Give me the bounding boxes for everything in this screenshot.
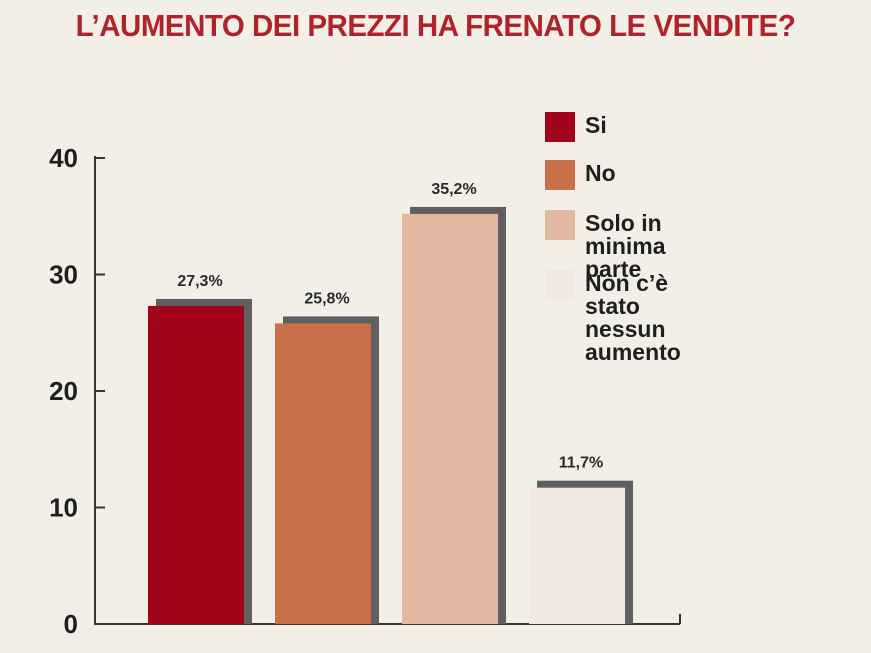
legend-swatch-no	[545, 160, 575, 190]
legend-label-nessun-aumento: Non c’è stato nessun aumento	[585, 270, 681, 365]
bar-value-label: 11,7%	[559, 455, 603, 472]
legend-item-si: Si	[545, 112, 607, 142]
legend-item-no: No	[545, 160, 616, 190]
legend-swatch-nessun-aumento	[545, 270, 575, 300]
bar-value-label: 35,2%	[431, 181, 476, 198]
legend-item-nessun-aumento: Non c’è stato nessun aumento	[545, 270, 681, 364]
legend-swatch-si	[545, 112, 575, 142]
y-tick-label: 10	[49, 493, 78, 523]
bar	[148, 305, 244, 624]
y-tick-label: 20	[49, 376, 78, 406]
bar	[402, 213, 498, 625]
data-labels: 27,3% 25,8% 35,2% 11,7%	[177, 181, 603, 472]
y-tick-label: 40	[49, 143, 78, 173]
legend-label-solo-in-minima-parte: Solo in minima parte	[585, 210, 666, 282]
y-tick-label: 30	[49, 260, 78, 290]
bars	[148, 206, 633, 625]
legend-swatch-solo-in-minima-parte	[545, 210, 575, 240]
bar-value-label: 27,3%	[177, 273, 222, 290]
chart-title: L’AUMENTO DEI PREZZI HA FRENATO LE VENDI…	[75, 8, 796, 43]
bar-value-label: 25,8%	[304, 290, 349, 307]
bar	[275, 323, 371, 624]
legend-item-solo-in-minima-parte: Solo in minima parte	[545, 210, 666, 281]
bar	[529, 487, 625, 624]
legend-label-si: Si	[585, 112, 607, 138]
y-tick-label: 0	[64, 609, 78, 639]
axes: 0 10 20 30 40	[49, 143, 681, 639]
legend-label-no: No	[585, 160, 616, 186]
